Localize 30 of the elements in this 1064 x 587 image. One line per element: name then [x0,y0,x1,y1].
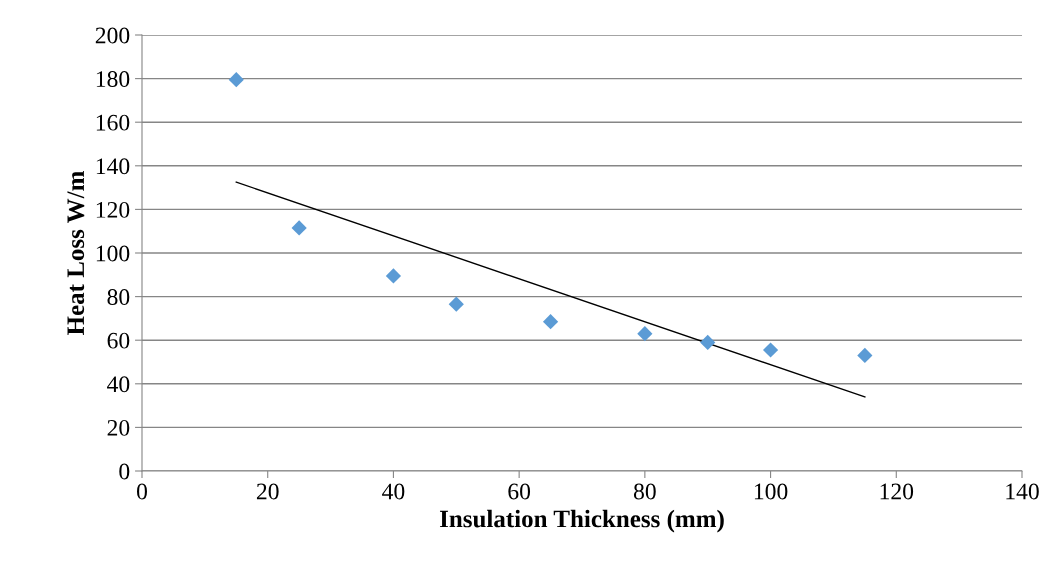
y-tick-label: 120 [96,201,130,218]
point [448,296,464,312]
x-tick-label: 100 [754,483,788,500]
y-axis-title: Heat Loss W/m [67,171,85,335]
x-axis-title: Insulation Thickness (mm) [439,509,724,533]
x-tick-label: 20 [256,483,279,500]
y-tick-label: 140 [96,158,130,175]
y-tick-label: 180 [96,71,130,88]
point [291,220,307,236]
y-tick-label: 20 [107,419,130,436]
point [857,347,873,364]
y-tick-label: 0 [119,463,130,480]
y-tick-label: 40 [107,376,130,393]
y-tick-label: 200 [95,27,130,44]
y-tick-label: 60 [107,332,130,349]
point [542,314,559,330]
x-tick-label: 60 [508,483,531,500]
y-tick-label: 160 [96,114,130,131]
x-tick-label: 140 [1006,483,1039,500]
x-tick-label: 40 [382,483,405,500]
y-tick-label: 100 [96,245,130,262]
point [762,342,779,358]
x-tick-label: 0 [137,483,147,500]
x-tick-label: 120 [880,483,914,500]
point [385,268,402,284]
x-tick-label: 80 [633,483,656,500]
point [637,326,653,342]
y-tick-label: 80 [107,289,130,306]
point [228,72,244,88]
point [700,334,716,350]
